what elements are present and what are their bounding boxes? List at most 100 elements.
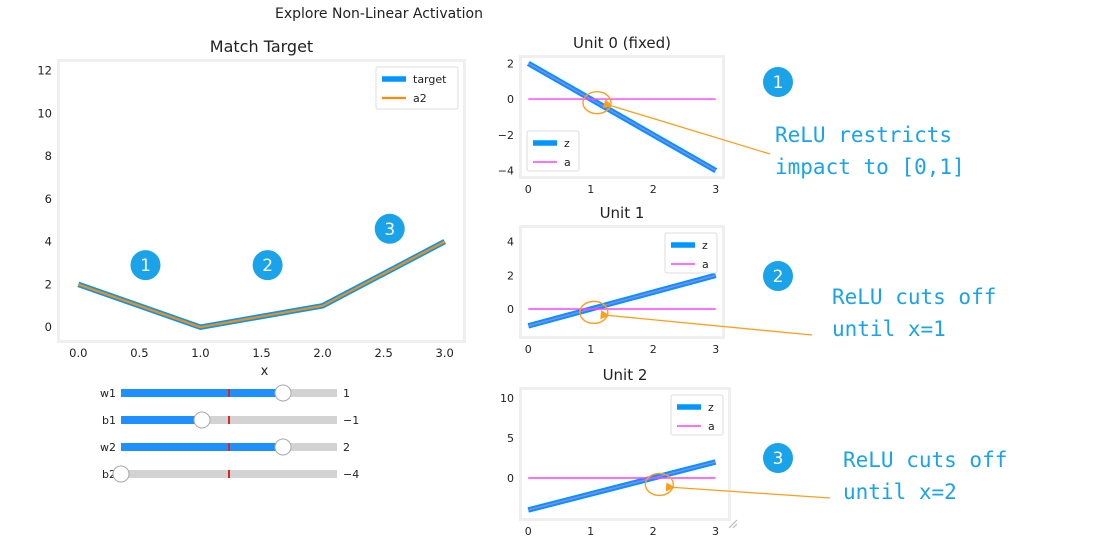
y-tick-label: 10 xyxy=(500,392,514,405)
slider-value: 1 xyxy=(343,387,350,400)
resize-handle-icon[interactable] xyxy=(728,519,738,529)
annotation-arrow xyxy=(602,99,771,155)
step-badge-circle xyxy=(374,213,405,244)
legend-label-a2: a2 xyxy=(413,92,427,105)
annotation-badge-number: 3 xyxy=(773,449,784,469)
annotation-badge-circle xyxy=(763,67,793,97)
chart-title: Unit 2 xyxy=(603,366,648,384)
annotation-text-line: ReLU cuts off xyxy=(832,285,996,309)
x-tick-label: 0 xyxy=(525,183,532,196)
y-tick-label: 12 xyxy=(37,64,52,78)
x-tick-label: 2 xyxy=(650,183,657,196)
annotation-arrow xyxy=(665,482,831,499)
y-tick-label: 4 xyxy=(45,235,52,249)
x-tick-label: 2 xyxy=(650,525,657,538)
legend-box xyxy=(526,130,580,172)
x-tick-label: 3 xyxy=(712,343,719,356)
step-badge-number: 2 xyxy=(262,256,273,276)
legend-label-z: z xyxy=(702,239,708,252)
y-tick-label: 10 xyxy=(37,106,52,120)
y-tick-label: 2 xyxy=(507,57,514,70)
x-tick-label: 0.5 xyxy=(130,346,148,360)
slider-handle[interactable] xyxy=(112,465,130,483)
legend: za xyxy=(670,394,724,436)
slider-initial-marker xyxy=(228,389,230,397)
page-title: Explore Non-Linear Activation xyxy=(275,6,483,22)
x-tick-label: 2 xyxy=(650,343,657,356)
y-tick-label: 0 xyxy=(45,320,52,334)
slider-value: −4 xyxy=(343,468,359,481)
y-tick-label: 0 xyxy=(507,303,514,316)
step-badge-3: 3 xyxy=(374,213,405,244)
slider-fill xyxy=(121,416,202,424)
slider-label: w1 xyxy=(100,387,116,400)
series-line-a2 xyxy=(77,240,446,329)
step-badge-circle xyxy=(252,250,283,281)
x-tick-label: 3 xyxy=(712,183,719,196)
annotations-layer: 1 ReLU restricts impact to [0,1] 2 ReLU cuts… xyxy=(600,67,1007,504)
slider-fill xyxy=(121,443,283,451)
x-tick-label: 1.0 xyxy=(191,346,209,360)
step-badge-circle xyxy=(130,250,161,281)
slider-initial-marker xyxy=(228,470,230,478)
x-tick-label: 0.0 xyxy=(69,346,87,360)
step-badge-1: 1 xyxy=(130,250,161,281)
legend-label-a: a xyxy=(564,156,571,169)
annotation-3: 3 ReLU cuts off until x=2 xyxy=(665,443,1007,504)
y-tick-label: 6 xyxy=(45,192,52,206)
x-tick-label: 1 xyxy=(587,525,594,538)
chart-unit0: Unit 0 (fixed) 0 1 2 3 −4 −2 0 2 za xyxy=(498,34,725,196)
slider-fill xyxy=(121,389,283,397)
y-tick-label: 0 xyxy=(507,93,514,106)
x-tick-label: 3.0 xyxy=(436,346,454,360)
annotation-text-line: ReLU cuts off xyxy=(843,448,1007,472)
annotation-text-line: ReLU restricts xyxy=(775,123,952,147)
x-tick-label: 1 xyxy=(587,183,594,196)
slider-initial-marker xyxy=(228,443,230,451)
series-line-z-overlay xyxy=(528,461,716,511)
chart-title: Unit 1 xyxy=(600,204,645,222)
legend-label-z: z xyxy=(564,137,570,150)
chart-unit2: Unit 2 0 1 2 3 0 5 10 za xyxy=(500,366,731,538)
legend: target a2 xyxy=(375,66,459,110)
y-tick-label: 8 xyxy=(45,149,52,163)
slider-w1[interactable]: w1 1 xyxy=(100,384,350,402)
slider-handle[interactable] xyxy=(274,384,292,402)
slider-b1[interactable]: b1 −1 xyxy=(102,411,359,429)
series-line-z-overlay xyxy=(527,62,717,172)
slider-w2[interactable]: w2 2 xyxy=(100,438,350,456)
y-tick-label: −4 xyxy=(498,165,514,178)
legend-label-a: a xyxy=(708,420,715,433)
legend-box xyxy=(664,232,718,274)
annotation-2: 2 ReLU cuts off until x=1 xyxy=(600,261,996,341)
y-tick-label: 4 xyxy=(507,236,514,249)
x-tick-label: 0 xyxy=(525,525,532,538)
legend-label-a: a xyxy=(702,258,709,271)
x-tick-label: 0 xyxy=(525,343,532,356)
annotation-badge-circle xyxy=(763,261,793,291)
slider-panel: w1 1 b1 −1 w2 2 b2 −4 xyxy=(100,384,359,483)
annotation-text-line: impact to [0,1] xyxy=(775,155,965,179)
annotation-text-line: until x=2 xyxy=(843,480,957,504)
y-tick-label: −2 xyxy=(498,129,514,142)
slider-b2[interactable]: b2 −4 xyxy=(102,465,359,483)
x-tick-label: 1 xyxy=(587,343,594,356)
annotation-arrow xyxy=(600,310,813,336)
y-tick-label: 5 xyxy=(507,432,514,445)
slider-handle[interactable] xyxy=(274,438,292,456)
y-tick-label: 2 xyxy=(45,277,52,291)
chart-title: Unit 0 (fixed) xyxy=(573,34,671,52)
step-badge-number: 3 xyxy=(384,220,395,240)
slider-value: 2 xyxy=(343,441,350,454)
x-axis-label: x xyxy=(261,364,269,379)
series-line-z-overlay xyxy=(528,274,716,327)
slider-label: b1 xyxy=(102,414,116,427)
annotation-badge-number: 1 xyxy=(773,73,784,93)
step-badge-number: 1 xyxy=(140,256,151,276)
annotation-1: 1 ReLU restricts impact to [0,1] xyxy=(602,67,965,179)
x-tick-label: 2.0 xyxy=(313,346,331,360)
chart-title: Match Target xyxy=(210,37,313,56)
slider-handle[interactable] xyxy=(193,411,211,429)
chart-main: Match Target 0.0 0.5 1.0 1.5 2.0 2.5 3.0 0 2 4 6 8 10… xyxy=(37,37,466,379)
